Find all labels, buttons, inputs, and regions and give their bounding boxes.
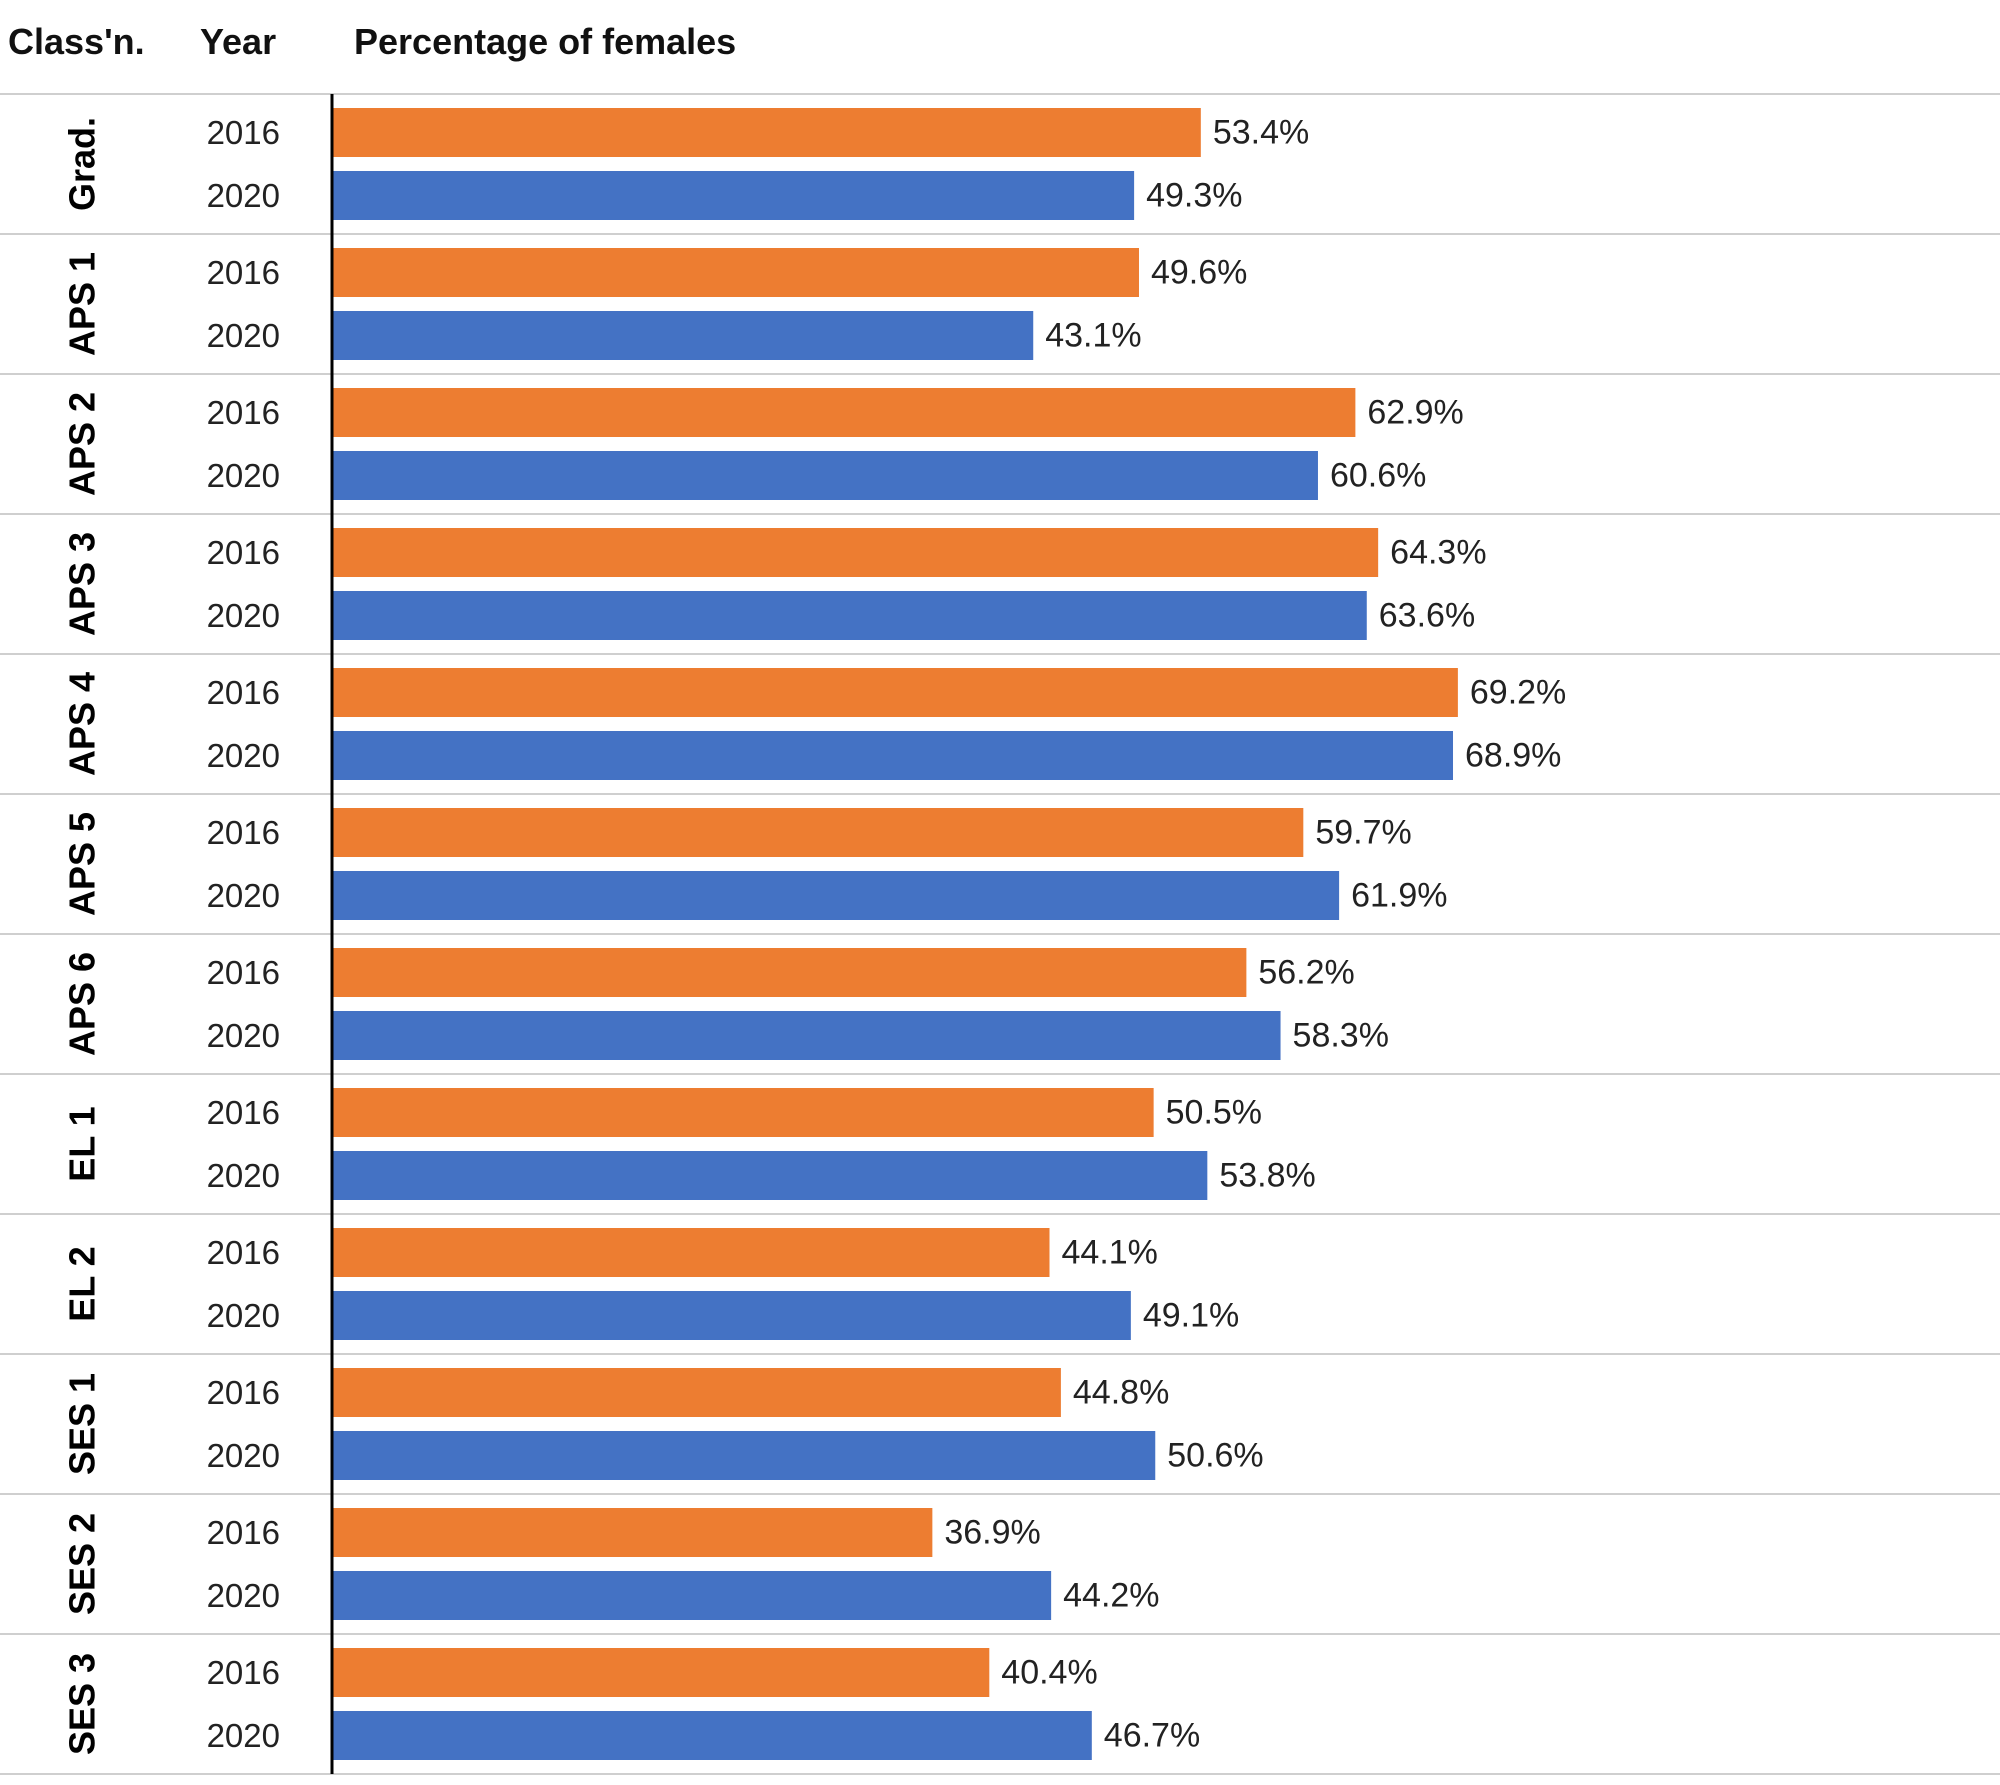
class-label-aps-4: APS 4	[62, 672, 103, 776]
value-label-aps-4-2016: 69.2%	[1470, 674, 1566, 712]
header-classification: Class'n.	[8, 21, 145, 62]
bar-aps-3-2016	[332, 528, 1379, 577]
value-label-aps-3-2016: 64.3%	[1390, 534, 1486, 572]
year-label-ses-3-2016: 2016	[207, 1654, 280, 1691]
year-label-el-1-2016: 2016	[207, 1094, 280, 1131]
year-label-grad-2016: 2016	[207, 114, 280, 151]
value-label-ses-3-2016: 40.4%	[1001, 1654, 1097, 1692]
bar-grad-2016	[332, 108, 1201, 157]
bar-ses-2-2016	[332, 1508, 933, 1557]
bar-ses-3-2016	[332, 1648, 990, 1697]
year-label-aps-5-2020: 2020	[207, 877, 280, 914]
bar-el-2-2016	[332, 1228, 1050, 1277]
bar-aps-2-2020	[332, 451, 1318, 500]
value-label-aps-6-2016: 56.2%	[1258, 954, 1354, 992]
chart-marks: Grad. 2016 53.4% 2020 49.3% APS 1 2016 49.6% 202…	[0, 93, 2000, 1775]
year-label-aps-3-2020: 2020	[207, 597, 280, 634]
value-label-aps-2-2020: 60.6%	[1330, 457, 1426, 495]
value-label-ses-1-2020: 50.6%	[1167, 1437, 1263, 1475]
value-label-ses-1-2016: 44.8%	[1073, 1374, 1169, 1412]
year-label-aps-4-2016: 2016	[207, 674, 280, 711]
year-label-el-1-2020: 2020	[207, 1157, 280, 1194]
bar-aps-6-2016	[332, 948, 1247, 997]
class-label-aps-5: APS 5	[62, 812, 103, 916]
year-label-aps-1-2016: 2016	[207, 254, 280, 291]
bar-aps-4-2020	[332, 731, 1454, 780]
value-label-el-2-2020: 49.1%	[1143, 1297, 1239, 1335]
year-label-aps-1-2020: 2020	[207, 317, 280, 354]
year-label-ses-3-2020: 2020	[207, 1717, 280, 1754]
header-percentage: Percentage of females	[354, 21, 736, 62]
class-label-aps-2: APS 2	[62, 392, 103, 496]
bar-ses-3-2020	[332, 1711, 1092, 1760]
value-label-aps-6-2020: 58.3%	[1293, 1017, 1389, 1055]
value-label-aps-1-2016: 49.6%	[1151, 254, 1247, 292]
year-label-aps-3-2016: 2016	[207, 534, 280, 571]
class-label-grad: Grad.	[62, 117, 103, 211]
value-label-grad-2016: 53.4%	[1213, 114, 1309, 152]
year-label-ses-1-2020: 2020	[207, 1437, 280, 1474]
bar-ses-1-2020	[332, 1431, 1156, 1480]
year-label-aps-4-2020: 2020	[207, 737, 280, 774]
bar-grad-2020	[332, 171, 1135, 220]
value-label-ses-2-2020: 44.2%	[1063, 1577, 1159, 1615]
value-label-grad-2020: 49.3%	[1146, 177, 1242, 215]
class-label-aps-6: APS 6	[62, 952, 103, 1056]
header-year: Year	[200, 21, 276, 62]
year-label-aps-6-2020: 2020	[207, 1017, 280, 1054]
bar-el-2-2020	[332, 1291, 1131, 1340]
bar-aps-5-2020	[332, 871, 1340, 920]
value-label-ses-3-2020: 46.7%	[1104, 1717, 1200, 1755]
class-label-el-2: EL 2	[62, 1246, 103, 1321]
bar-aps-1-2016	[332, 248, 1139, 297]
year-label-el-2-2016: 2016	[207, 1234, 280, 1271]
value-label-el-1-2020: 53.8%	[1219, 1157, 1315, 1195]
year-label-ses-1-2016: 2016	[207, 1374, 280, 1411]
bar-aps-2-2016	[332, 388, 1356, 437]
value-label-aps-3-2020: 63.6%	[1379, 597, 1475, 635]
value-label-ses-2-2016: 36.9%	[944, 1514, 1040, 1552]
year-label-grad-2020: 2020	[207, 177, 280, 214]
bar-ses-2-2020	[332, 1571, 1052, 1620]
bar-aps-1-2020	[332, 311, 1034, 360]
year-label-aps-6-2016: 2016	[207, 954, 280, 991]
value-label-aps-1-2020: 43.1%	[1045, 317, 1141, 355]
year-label-aps-2-2016: 2016	[207, 394, 280, 431]
year-label-el-2-2020: 2020	[207, 1297, 280, 1334]
bar-aps-5-2016	[332, 808, 1304, 857]
class-label-aps-3: APS 3	[62, 532, 103, 636]
class-label-ses-1: SES 1	[62, 1373, 103, 1475]
value-label-aps-5-2016: 59.7%	[1315, 814, 1411, 852]
value-label-aps-4-2020: 68.9%	[1465, 737, 1561, 775]
class-label-el-1: EL 1	[62, 1106, 103, 1181]
value-label-el-2-2016: 44.1%	[1062, 1234, 1158, 1272]
bar-ses-1-2016	[332, 1368, 1061, 1417]
value-label-aps-5-2020: 61.9%	[1351, 877, 1447, 915]
year-label-ses-2-2016: 2016	[207, 1514, 280, 1551]
year-label-ses-2-2020: 2020	[207, 1577, 280, 1614]
bar-el-1-2020	[332, 1151, 1208, 1200]
bar-el-1-2016	[332, 1088, 1154, 1137]
bar-aps-3-2020	[332, 591, 1367, 640]
year-label-aps-5-2016: 2016	[207, 814, 280, 851]
class-label-ses-3: SES 3	[62, 1653, 103, 1755]
value-label-el-1-2016: 50.5%	[1166, 1094, 1262, 1132]
year-label-aps-2-2020: 2020	[207, 457, 280, 494]
class-label-ses-2: SES 2	[62, 1513, 103, 1615]
value-label-aps-2-2016: 62.9%	[1367, 394, 1463, 432]
bar-aps-6-2020	[332, 1011, 1281, 1060]
bar-aps-4-2016	[332, 668, 1458, 717]
class-label-aps-1: APS 1	[62, 252, 103, 356]
